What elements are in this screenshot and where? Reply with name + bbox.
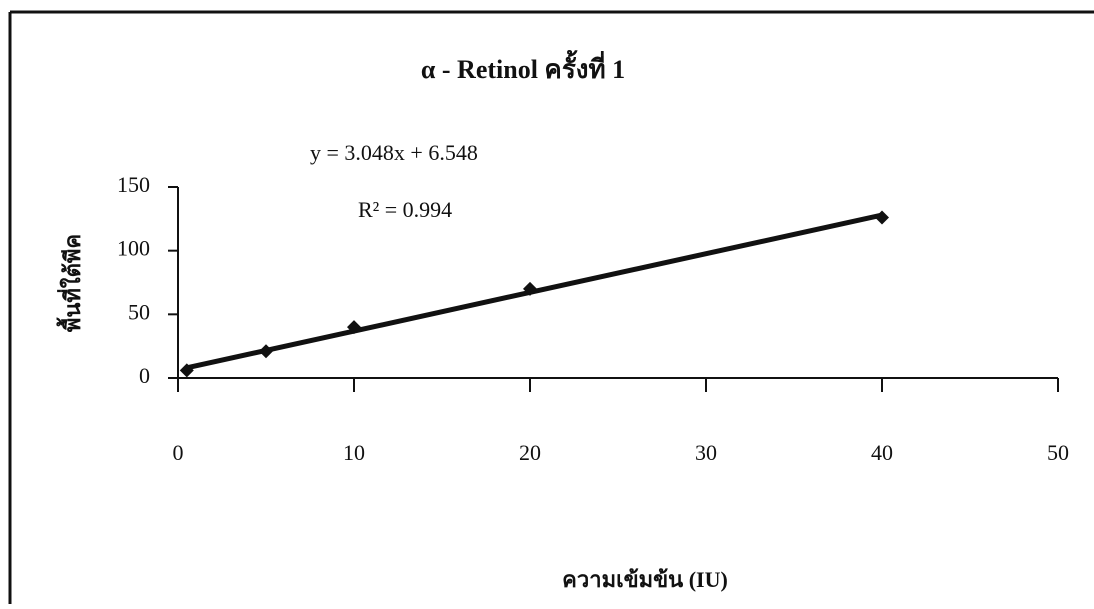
x-tick-label: 40	[871, 440, 893, 465]
y-axis-label: พื้นที่ใต้พีค	[56, 234, 85, 332]
data-point	[179, 363, 194, 378]
data-point	[347, 320, 361, 335]
data-point	[523, 281, 537, 296]
chart-title: α - Retinol ครั้งที่ 1	[421, 49, 625, 84]
equation: y = 3.048x + 6.548	[310, 140, 478, 165]
x-axis-label: ความเข้มข้น (IU)	[562, 567, 728, 592]
data-point	[259, 344, 273, 359]
x-tick-label: 20	[519, 440, 541, 465]
y-tick-label: 0	[139, 363, 150, 388]
x-tick-label: 30	[695, 440, 717, 465]
x-tick-label: 50	[1047, 440, 1069, 465]
r-squared: R² = 0.994	[358, 197, 452, 222]
x-tick-label: 10	[343, 440, 365, 465]
y-tick-label: 50	[128, 299, 150, 324]
x-tick-label: 0	[173, 440, 184, 465]
data-point	[875, 210, 889, 225]
y-tick-label: 150	[117, 172, 150, 197]
y-tick-label: 100	[117, 236, 150, 261]
